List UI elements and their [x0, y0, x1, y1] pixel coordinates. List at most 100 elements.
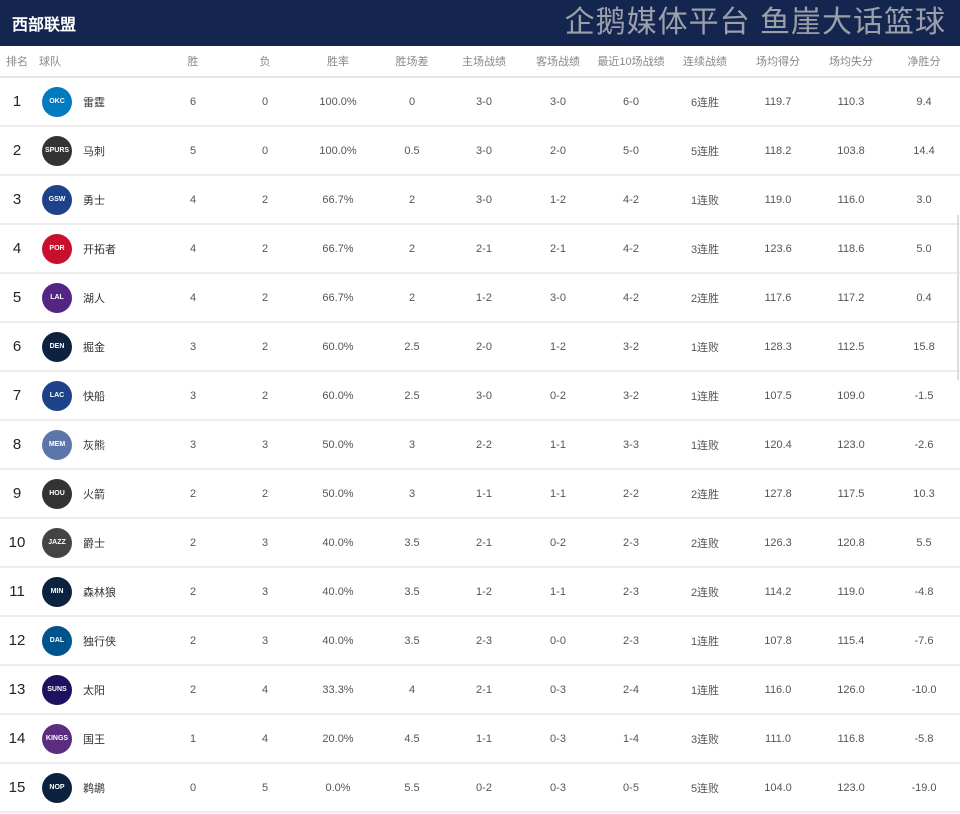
- cell-away: 2-0: [550, 144, 566, 157]
- table-row[interactable]: 11 MIN 森林狼 2 3 40.0% 3.5 1-2 1-1 2-3 2连败 114.2 119.0…: [0, 568, 960, 617]
- cell-home: 3-0: [476, 193, 492, 206]
- table-row[interactable]: 5 LAL 湖人 4 2 66.7% 2 1-2 3-0 4-2 2连胜 117.6 117.2 0.4: [0, 274, 960, 323]
- cell-gb: 3.5: [404, 634, 420, 647]
- logo-text: SUNS: [47, 686, 67, 693]
- cell-away: 1-2: [550, 193, 566, 206]
- col-pf[interactable]: 场均得分: [756, 56, 800, 68]
- col-streak[interactable]: 连续战绩: [683, 56, 727, 68]
- logo-text: KINGS: [45, 735, 69, 742]
- cell-l: 2: [261, 487, 269, 500]
- cell-last10: 2-4: [623, 683, 639, 696]
- col-rank[interactable]: 排名: [6, 56, 28, 68]
- team-name[interactable]: 爵士: [83, 537, 105, 550]
- cell-diff: -10.0: [911, 683, 937, 696]
- team-name[interactable]: 鹈鹕: [83, 782, 105, 795]
- cell-pct: 60.0%: [322, 340, 354, 353]
- team-name[interactable]: 快船: [83, 390, 105, 403]
- col-l[interactable]: 负: [259, 56, 271, 68]
- team-name[interactable]: 湖人: [83, 292, 105, 305]
- table-row[interactable]: 15 NOP 鹈鹕 0 5 0.0% 5.5 0-2 0-3 0-5 5连败 104.0 123.0 -1…: [0, 764, 960, 813]
- team-name[interactable]: 太阳: [83, 684, 105, 697]
- rank: 8: [12, 436, 22, 453]
- cell-pct: 40.0%: [322, 536, 354, 549]
- logo-text: NOP: [49, 784, 65, 791]
- team-name[interactable]: 森林狼: [83, 586, 116, 599]
- team-name[interactable]: 独行侠: [83, 635, 116, 648]
- thunder-logo: OKC: [42, 86, 72, 117]
- cell-pf: 118.2: [764, 144, 792, 157]
- cell-streak: 2连胜: [690, 292, 720, 305]
- cell-l: 5: [261, 781, 269, 794]
- cell-away: 1-1: [550, 487, 566, 500]
- table-row[interactable]: 10 JAZZ 爵士 2 3 40.0% 3.5 2-1 0-2 2-3 2连败 126.3 120.8…: [0, 519, 960, 568]
- table-row[interactable]: 1 OKC 雷霆 6 0 100.0% 0 3-0 3-0 6-0 6连胜 119.7 110.3 9.4: [0, 78, 960, 127]
- cell-away: 0-3: [550, 732, 566, 745]
- cell-home: 0-2: [476, 781, 492, 794]
- cell-streak: 1连胜: [690, 635, 720, 648]
- cell-last10: 2-3: [623, 585, 639, 598]
- cell-away: 0-3: [550, 683, 566, 696]
- table-row[interactable]: 12 DAL 独行侠 2 3 40.0% 3.5 2-3 0-0 2-3 1连胜 107.8 115.4…: [0, 617, 960, 666]
- col-home[interactable]: 主场战绩: [462, 56, 506, 68]
- rank: 10: [8, 534, 26, 551]
- col-gb[interactable]: 胜场差: [395, 56, 429, 68]
- col-pa[interactable]: 场均失分: [829, 56, 873, 68]
- cell-pct: 40.0%: [322, 585, 354, 598]
- cell-last10: 1-4: [623, 732, 639, 745]
- col-away[interactable]: 客场战绩: [536, 56, 580, 68]
- cell-home: 2-1: [476, 242, 492, 255]
- cell-w: 1: [189, 732, 197, 745]
- cell-pa: 109.0: [837, 389, 865, 402]
- cell-pf: 119.0: [764, 193, 792, 206]
- cell-streak: 2连败: [690, 586, 720, 599]
- cell-pa: 116.8: [837, 732, 865, 745]
- col-team[interactable]: 球队: [39, 56, 61, 68]
- table-row[interactable]: 9 HOU 火箭 2 2 50.0% 3 1-1 1-1 2-2 2连胜 127.8 117.5 10.3: [0, 470, 960, 519]
- table-row[interactable]: 8 MEM 灰熊 3 3 50.0% 3 2-2 1-1 3-3 1连败 120.4 123.0 -2.6: [0, 421, 960, 470]
- cell-gb: 0.5: [404, 144, 420, 157]
- team-name[interactable]: 火箭: [83, 488, 105, 501]
- cell-l: 4: [261, 732, 269, 745]
- cell-pct: 100.0%: [319, 144, 357, 157]
- team-name[interactable]: 雷霆: [83, 96, 105, 109]
- cell-gb: 3: [408, 487, 416, 500]
- team-name[interactable]: 马刺: [83, 145, 105, 158]
- standings-table: 1 OKC 雷霆 6 0 100.0% 0 3-0 3-0 6-0 6连胜 119.7 110.3 9.4…: [0, 78, 960, 813]
- cell-w: 2: [189, 634, 197, 647]
- table-row[interactable]: 4 POR 开拓者 4 2 66.7% 2 2-1 2-1 4-2 3连胜 123.6 118.6 5.0: [0, 225, 960, 274]
- cell-streak: 1连败: [690, 341, 720, 354]
- rank: 6: [12, 338, 22, 355]
- grizzlies-logo: MEM: [42, 429, 72, 460]
- table-row[interactable]: 6 DEN 掘金 3 2 60.0% 2.5 2-0 1-2 3-2 1连败 128.3 112.5 15…: [0, 323, 960, 372]
- nuggets-logo: DEN: [42, 331, 72, 362]
- cell-diff: 15.8: [913, 340, 935, 353]
- team-name[interactable]: 掘金: [83, 341, 105, 354]
- team-name[interactable]: 开拓者: [83, 243, 116, 256]
- table-row[interactable]: 14 KINGS 国王 1 4 20.0% 4.5 1-1 0-3 1-4 3连败 111.0 116.…: [0, 715, 960, 764]
- cell-away: 3-0: [550, 291, 566, 304]
- cell-last10: 2-3: [623, 634, 639, 647]
- col-last10[interactable]: 最近10场战绩: [597, 56, 665, 68]
- cell-pf: 120.4: [764, 438, 792, 451]
- cell-l: 4: [261, 683, 269, 696]
- cell-w: 2: [189, 536, 197, 549]
- rank: 15: [8, 779, 26, 796]
- table-row[interactable]: 3 GSW 勇士 4 2 66.7% 2 3-0 1-2 4-2 1连败 119.0 116.0 3.0: [0, 176, 960, 225]
- team-name[interactable]: 灰熊: [83, 439, 105, 452]
- col-pct[interactable]: 胜率: [327, 56, 349, 68]
- col-w[interactable]: 胜: [187, 56, 199, 68]
- table-row[interactable]: 2 SPURS 马刺 5 0 100.0% 0.5 3-0 2-0 5-0 5连胜 118.2 103.…: [0, 127, 960, 176]
- scrollbar[interactable]: [957, 215, 959, 380]
- team-name[interactable]: 勇士: [83, 194, 105, 207]
- logo-text: POR: [49, 245, 65, 252]
- cell-w: 0: [189, 781, 197, 794]
- cell-pa: 118.6: [837, 242, 865, 255]
- blazers-logo: POR: [42, 233, 72, 264]
- table-row[interactable]: 13 SUNS 太阳 2 4 33.3% 4 2-1 0-3 2-4 1连胜 116.0 126.0 -1…: [0, 666, 960, 715]
- team-name[interactable]: 国王: [83, 733, 105, 746]
- cell-diff: -19.0: [911, 781, 937, 794]
- col-diff[interactable]: 净胜分: [907, 56, 941, 68]
- table-row[interactable]: 7 LAC 快船 3 2 60.0% 2.5 3-0 0-2 3-2 1连胜 107.5 109.0 -1…: [0, 372, 960, 421]
- cell-home: 2-1: [476, 683, 492, 696]
- cell-gb: 5.5: [404, 781, 420, 794]
